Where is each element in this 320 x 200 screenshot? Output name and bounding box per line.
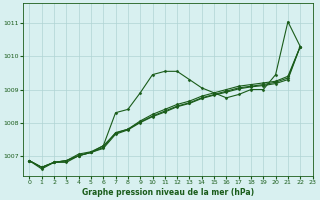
X-axis label: Graphe pression niveau de la mer (hPa): Graphe pression niveau de la mer (hPa): [82, 188, 254, 197]
